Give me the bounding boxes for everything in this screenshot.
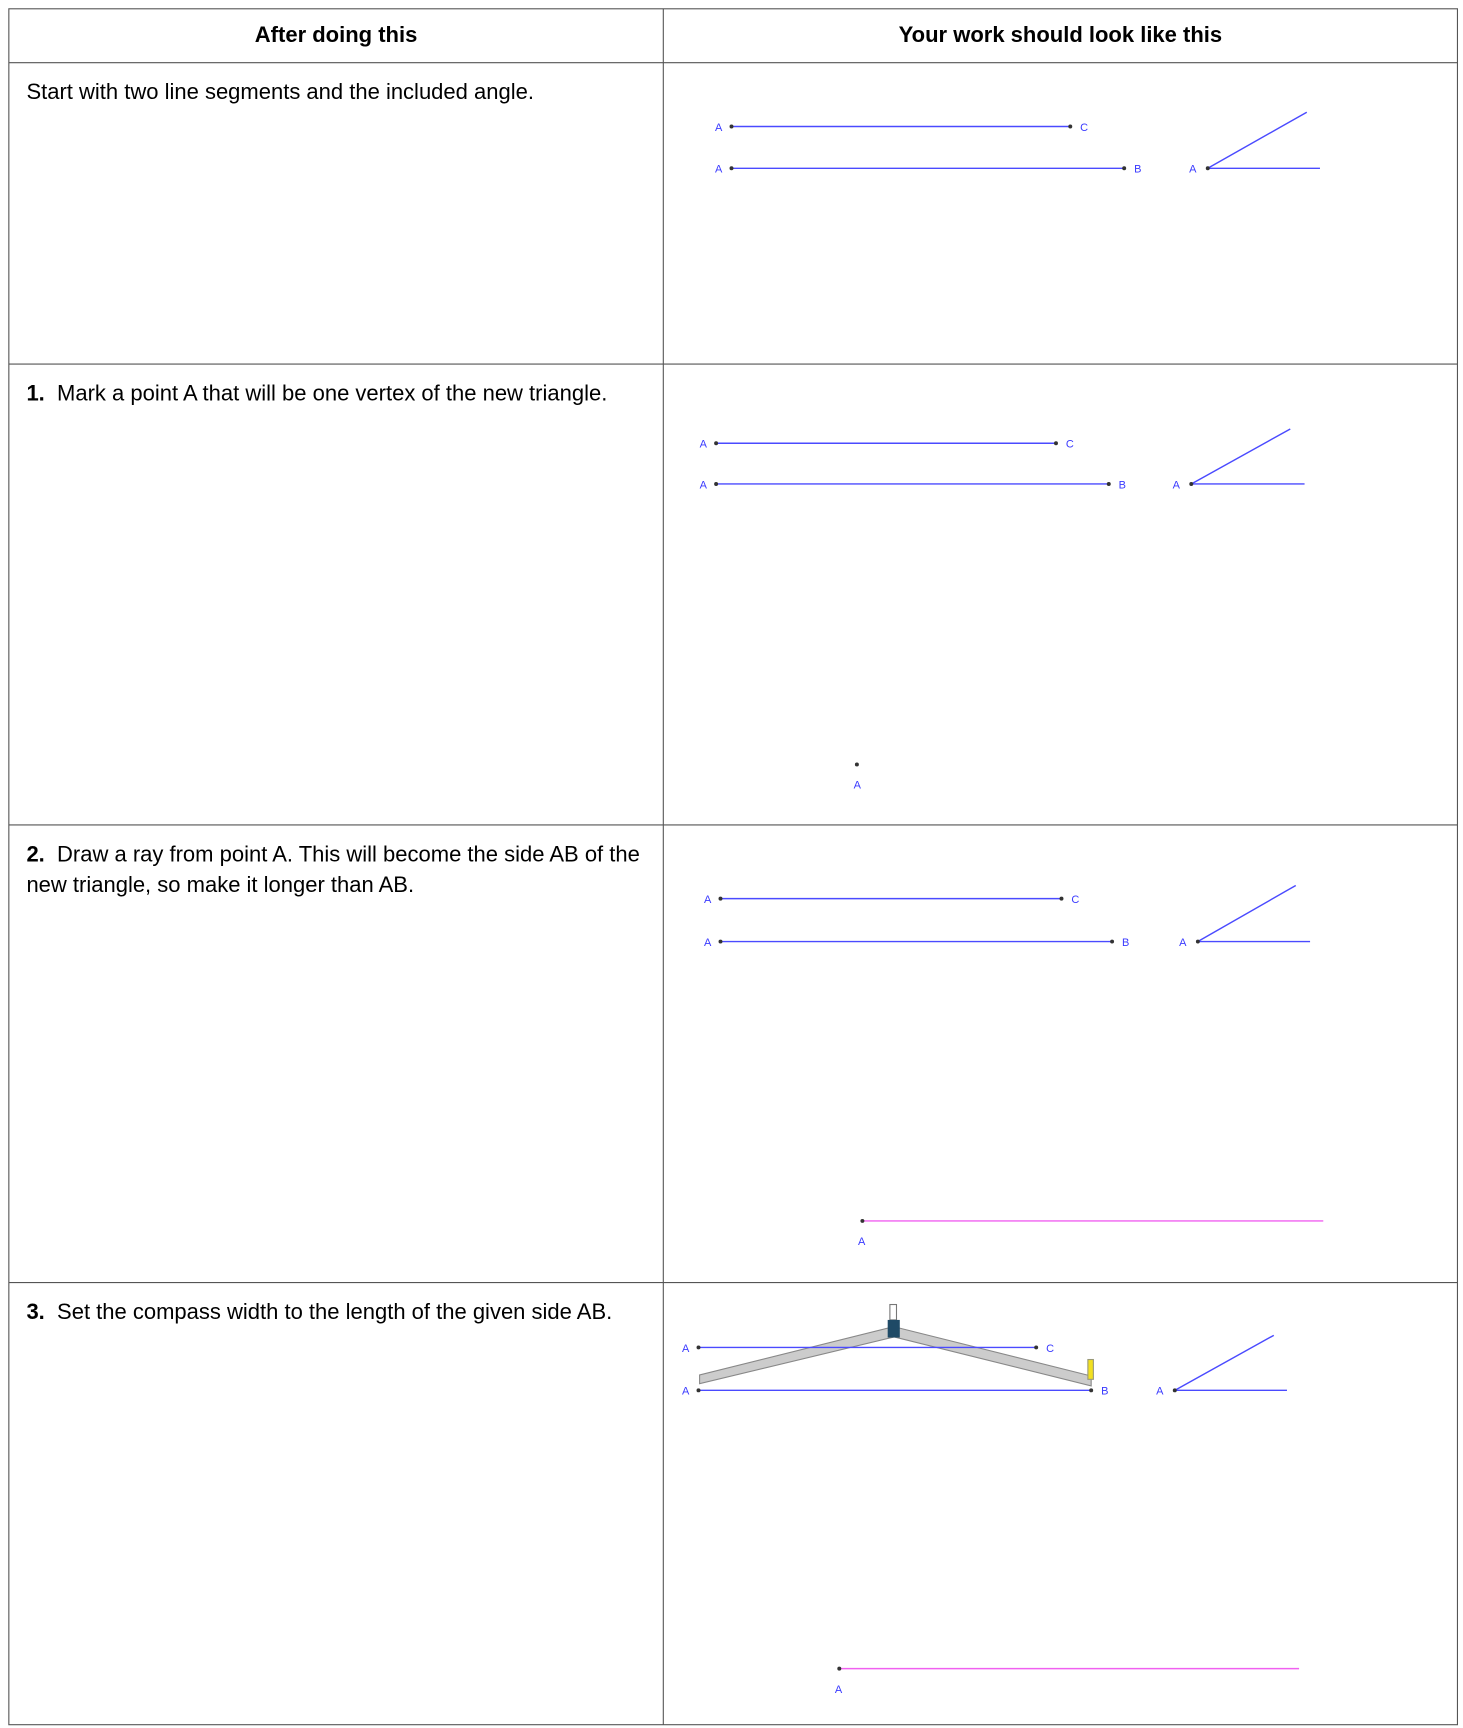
point-label: A [835,1684,843,1696]
step-number: 2. [26,842,45,867]
point-label: A [1173,479,1181,491]
point-label: A [704,894,712,906]
point-label: C [1046,1343,1054,1355]
point [1110,939,1115,944]
point-label: A [700,439,708,451]
point [1172,1388,1177,1393]
point [1205,166,1210,171]
point-label: A [854,780,862,792]
point [1106,481,1111,486]
point-label: A [1156,1386,1164,1398]
header-cell-content: Your work should look like this [663,20,1457,51]
point [1189,481,1194,486]
point [714,441,719,446]
header-text: After doing this [254,23,418,48]
point [1068,124,1073,129]
point-label: A [1179,937,1187,949]
point-label: A [1189,164,1197,176]
table-border [8,8,1459,1726]
point [1054,441,1058,446]
header-cell: Your work should look like this [663,20,1457,51]
point [696,1345,701,1350]
step-cell-content: 1. Mark a point A that will be one verte… [26,378,647,409]
step-text: Mark a point A that will be one vertex o… [57,381,608,406]
point [1089,1388,1094,1393]
point-label: C [1066,439,1074,451]
step-text: Start with two line segments and the inc… [26,80,534,105]
point [718,939,723,944]
point-label: B [1122,937,1129,949]
step-cell: 2. Draw a ray from point A. This will be… [26,839,647,901]
compass-pencil [1087,1358,1094,1380]
step-text: Set the compass width to the length of t… [57,1300,613,1325]
point [729,166,734,171]
point [1195,939,1200,944]
header-cell-content: After doing this [9,20,663,51]
angle-ray [1190,428,1291,485]
point [854,762,859,767]
point-label: A [700,479,708,491]
point-label: B [1134,164,1141,176]
point [1059,896,1064,901]
point [860,1218,865,1223]
point-label: C [1071,894,1079,906]
point-label: A [682,1386,690,1398]
step-number: 1. [26,381,45,406]
header-cell: After doing this [9,20,663,51]
compass-arm [891,1325,1092,1387]
angle-ray [1174,1334,1275,1391]
point-label: A [858,1236,866,1248]
step-cell-content: 3. Set the compass width to the length o… [26,1297,647,1328]
point-label: A [715,122,723,134]
step-cell-content: 2. Draw a ray from point A. This will be… [26,839,647,901]
point-label: A [715,164,723,176]
step-text: Draw a ray from point A. This will becom… [26,842,640,898]
angle-ray [1207,111,1308,169]
compass-handle [889,1303,898,1321]
point [1034,1345,1039,1350]
point [1122,166,1127,171]
point [696,1388,701,1393]
step-cell: 3. Set the compass width to the length o… [26,1297,647,1328]
point-label: A [704,937,712,949]
compass-hinge [887,1319,900,1338]
header-text: Your work should look like this [898,23,1223,48]
point [718,896,723,901]
step-cell: 1. Mark a point A that will be one verte… [26,378,647,409]
point-label: A [682,1343,690,1355]
step-cell: Start with two line segments and the inc… [26,77,647,108]
step-number: 3. [26,1300,45,1325]
angle-ray [1197,884,1297,943]
step-cell-content: Start with two line segments and the inc… [26,77,647,108]
point-label: B [1119,479,1126,491]
point [837,1666,842,1671]
compass-arm [699,1325,898,1385]
point-label: C [1080,122,1088,134]
point [714,481,719,486]
point-label: B [1101,1386,1108,1398]
point [729,124,734,129]
